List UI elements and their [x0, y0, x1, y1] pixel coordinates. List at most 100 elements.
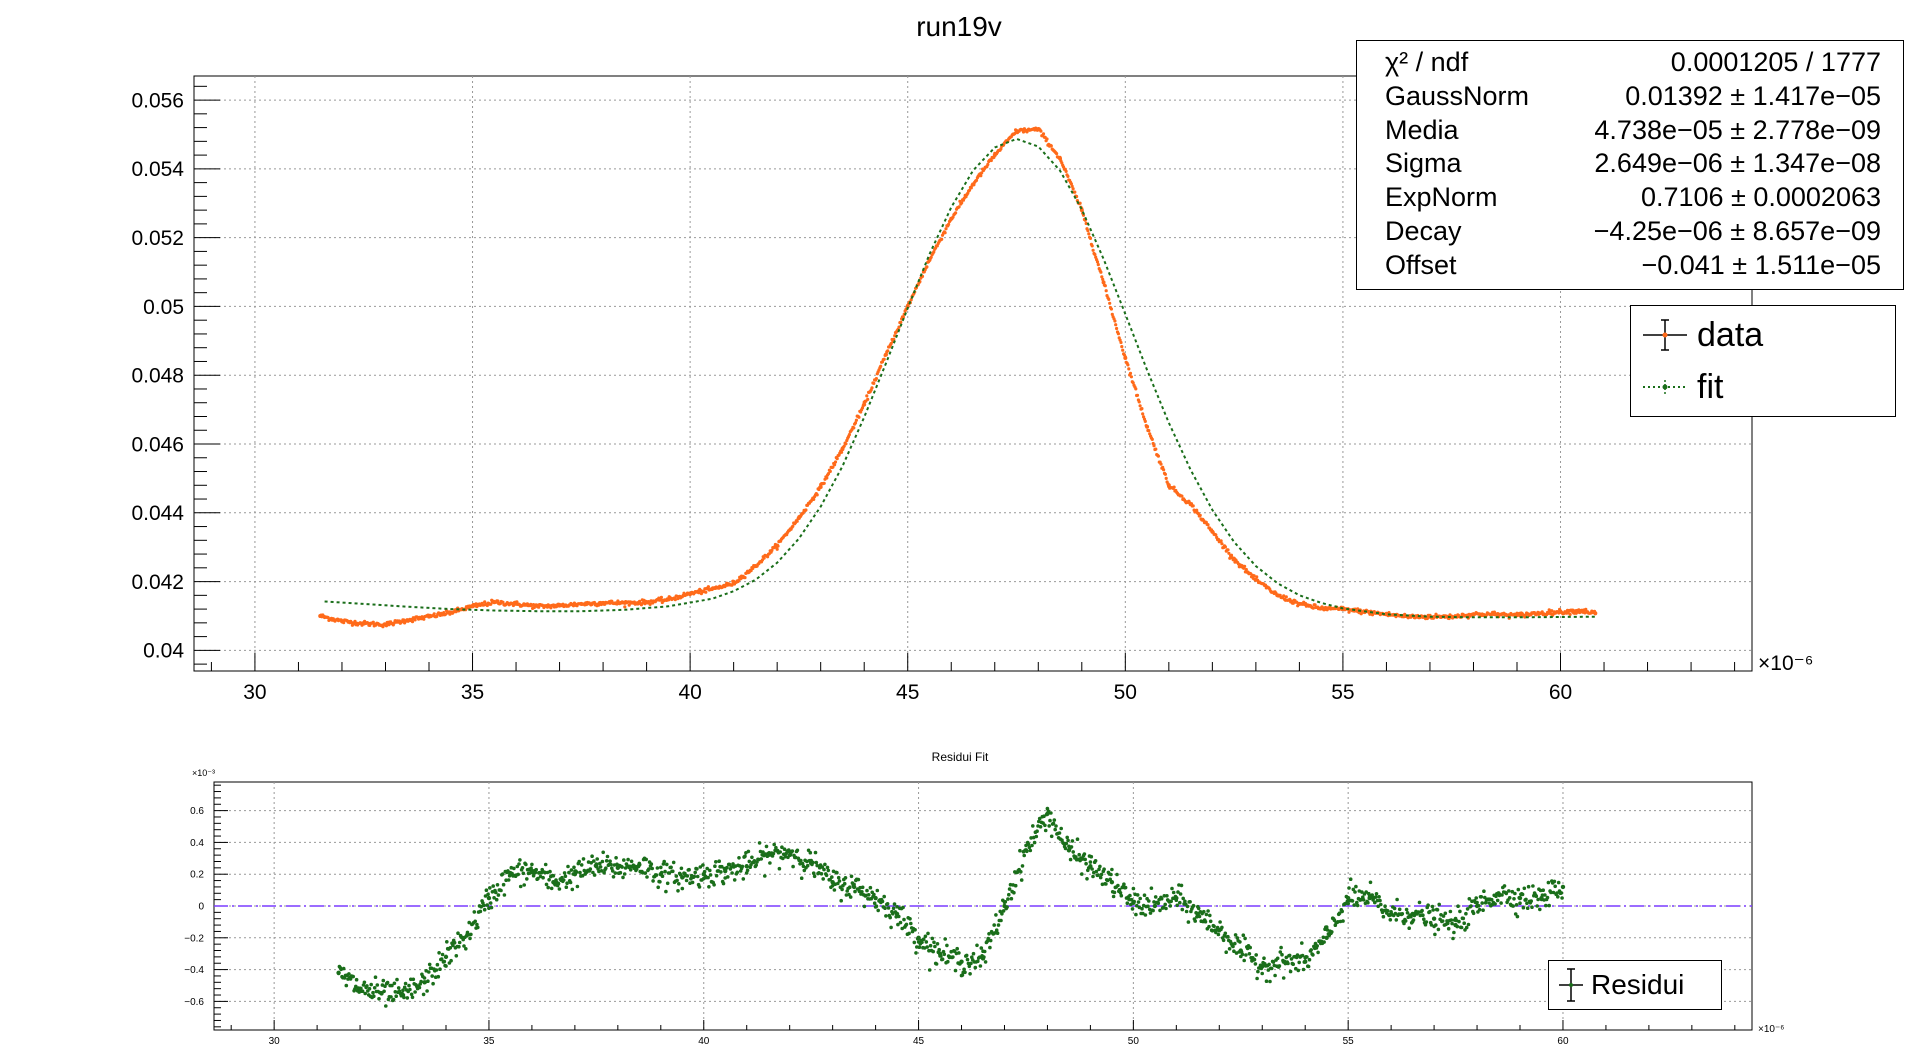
- data-point: [1469, 904, 1473, 908]
- data-point: [664, 890, 668, 894]
- data-point: [837, 876, 841, 880]
- data-point: [1058, 831, 1062, 835]
- data-point: [547, 878, 551, 882]
- data-point: [609, 863, 613, 867]
- data-point: [778, 867, 782, 871]
- data-point: [1374, 895, 1378, 899]
- data-point: [626, 858, 630, 862]
- data-point: [1165, 894, 1169, 898]
- data-point: [524, 863, 528, 867]
- data-point: [1031, 824, 1035, 828]
- data-point: [529, 866, 533, 870]
- data-point: [1039, 825, 1043, 829]
- data-point: [825, 476, 828, 479]
- data-point: [1018, 849, 1022, 853]
- data-point: [1077, 853, 1081, 857]
- data-point: [1557, 881, 1561, 885]
- data-point: [433, 612, 436, 615]
- data-point: [1224, 950, 1228, 954]
- data-point: [444, 955, 448, 959]
- data-point: [1267, 963, 1271, 967]
- data-point: [796, 849, 800, 853]
- data-point: [1243, 565, 1246, 568]
- data-point: [363, 992, 367, 996]
- data-point: [1286, 962, 1290, 966]
- data-point: [1094, 859, 1098, 863]
- data-point: [836, 457, 839, 460]
- data-point: [622, 858, 626, 862]
- data-point: [862, 404, 865, 407]
- data-point: [696, 875, 700, 879]
- data-point: [884, 914, 888, 918]
- data-point: [1185, 910, 1189, 914]
- data-point: [907, 932, 911, 936]
- y-tick-label: 0: [198, 902, 204, 913]
- data-point: [1126, 363, 1129, 366]
- data-point: [458, 941, 462, 945]
- data-point: [637, 865, 641, 869]
- data-point: [1140, 407, 1143, 410]
- data-point: [1553, 880, 1557, 884]
- stat-row: Media 4.738e−05 ± 2.778e−09: [1357, 115, 1903, 149]
- data-point: [936, 942, 940, 946]
- data-point: [1467, 923, 1471, 927]
- data-point: [675, 874, 679, 878]
- data-point: [414, 618, 417, 621]
- data-point: [980, 946, 984, 950]
- data-point: [1409, 915, 1413, 919]
- data-point: [1124, 355, 1127, 358]
- data-point: [979, 964, 983, 968]
- x-tick-label: 60: [1549, 681, 1572, 704]
- data-point: [1218, 920, 1222, 924]
- data-point: [1045, 137, 1048, 140]
- data-point: [507, 878, 511, 882]
- data-point: [1160, 897, 1164, 901]
- data-point: [495, 898, 499, 902]
- data-point: [870, 386, 873, 389]
- data-point: [1175, 898, 1179, 902]
- data-point: [1253, 958, 1257, 962]
- stat-value: 4.738e−05 ± 2.778e−09: [1594, 115, 1881, 146]
- data-point: [1083, 852, 1087, 856]
- data-point: [1113, 319, 1116, 322]
- data-point: [485, 903, 489, 907]
- data-point: [1530, 905, 1534, 909]
- data-point: [473, 910, 477, 914]
- data-point: [1480, 901, 1484, 905]
- data-point: [1569, 613, 1572, 616]
- data-point: [1508, 896, 1512, 900]
- y-tick-label: 0.05: [143, 296, 184, 319]
- data-point: [873, 901, 877, 905]
- data-point: [1139, 404, 1142, 407]
- y-tick-label: −0.2: [184, 933, 204, 944]
- data-point: [1014, 884, 1018, 888]
- data-point: [1128, 894, 1132, 898]
- data-point: [389, 995, 393, 999]
- stat-name: Offset: [1385, 250, 1457, 281]
- data-point: [644, 858, 648, 862]
- data-point: [1503, 884, 1507, 888]
- data-point: [671, 870, 675, 874]
- data-point: [590, 854, 594, 858]
- data-point: [491, 884, 495, 888]
- data-point: [1050, 144, 1053, 147]
- data-point: [1072, 187, 1075, 190]
- data-point: [1499, 901, 1503, 905]
- data-point: [872, 893, 876, 897]
- data-point: [997, 923, 1001, 927]
- data-point: [1188, 900, 1192, 904]
- data-point: [1382, 915, 1386, 919]
- data-point: [1127, 367, 1130, 370]
- data-point: [1212, 925, 1216, 929]
- data-point: [1154, 895, 1158, 899]
- data-point: [1405, 908, 1409, 912]
- data-point: [655, 873, 659, 877]
- data-point: [791, 865, 795, 869]
- data-point: [1496, 899, 1500, 903]
- y-tick-label: 0.052: [131, 227, 184, 250]
- data-point: [1248, 952, 1252, 956]
- data-point: [621, 876, 625, 880]
- data-point: [988, 946, 992, 950]
- data-point: [844, 442, 847, 445]
- data-point: [1208, 914, 1212, 918]
